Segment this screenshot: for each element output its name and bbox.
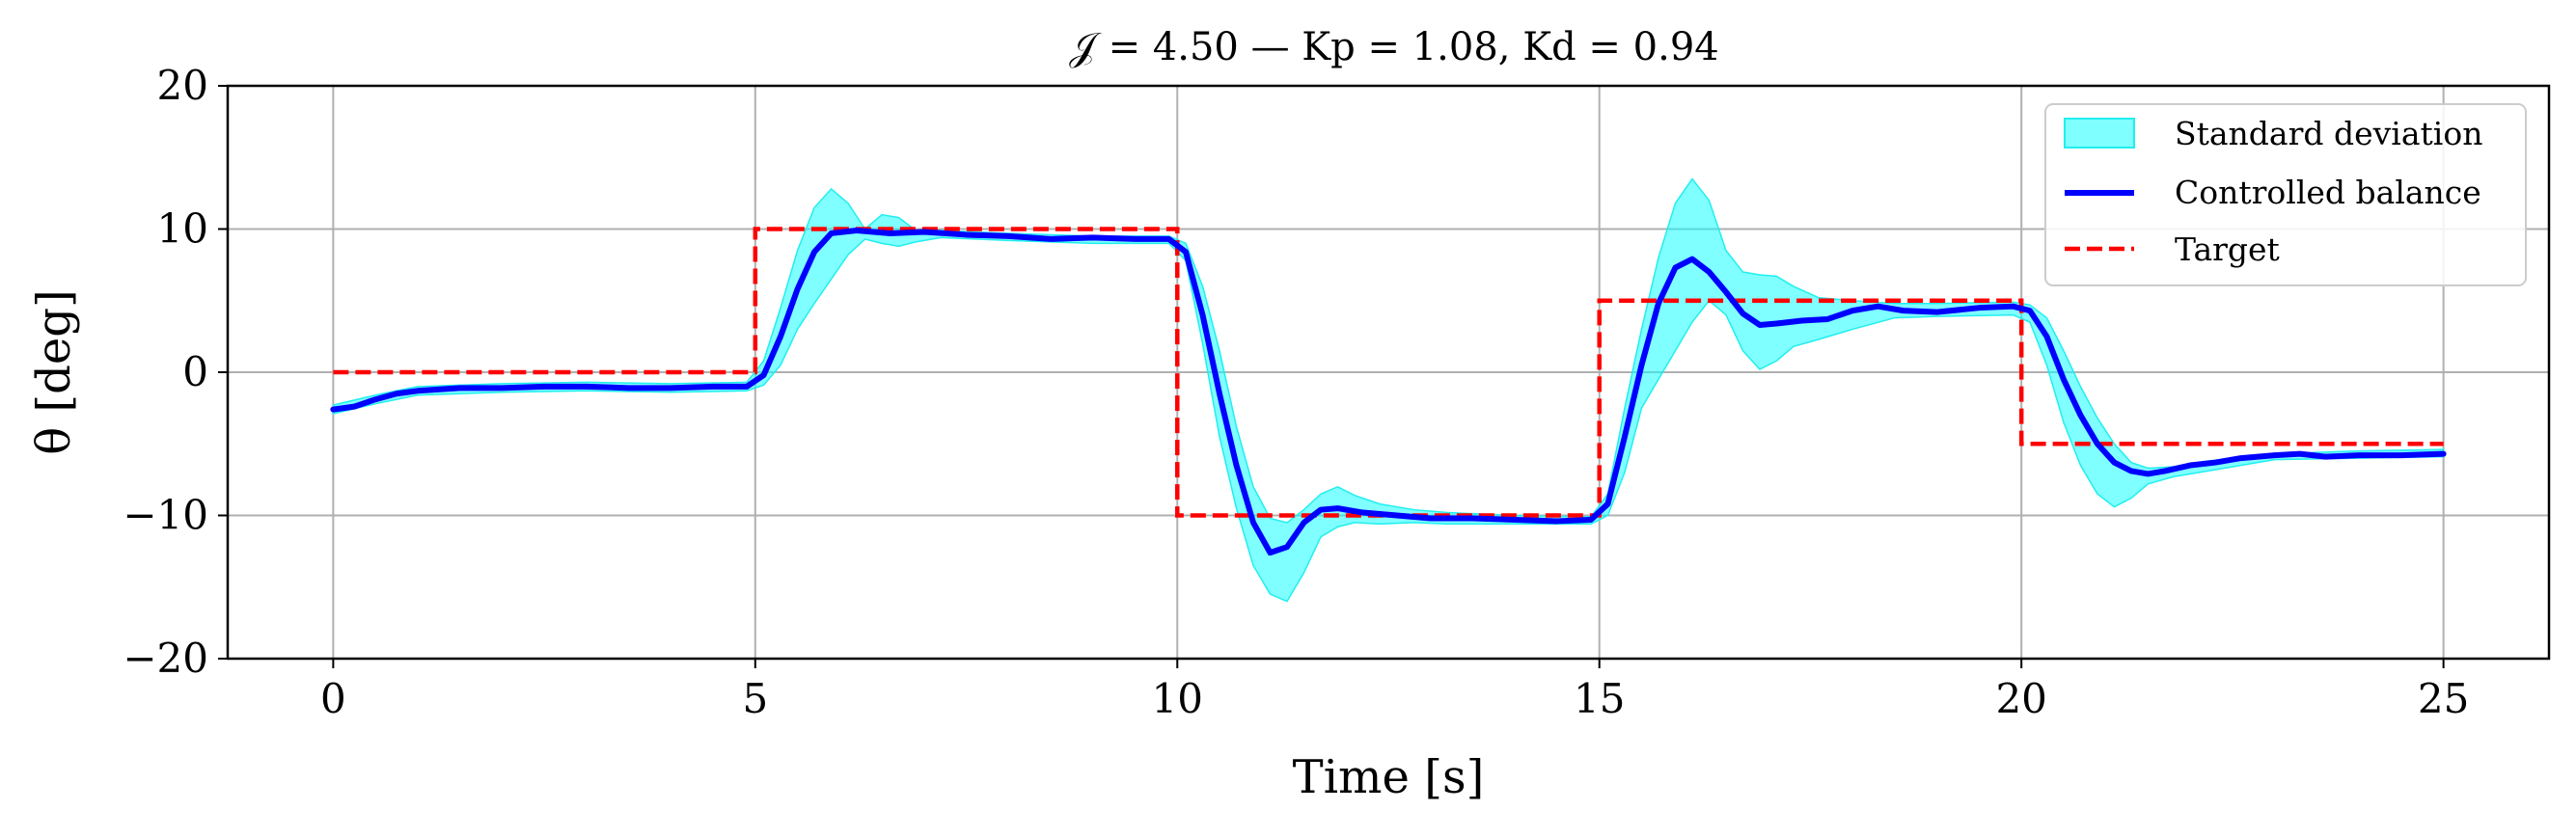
x-tick-label: 20 bbox=[1995, 675, 2046, 722]
chart-title: 𝒥 = 4.50 — Kp = 1.08, Kd = 0.94 bbox=[1069, 25, 1718, 69]
series-line-target bbox=[333, 227, 2444, 518]
y-tick-label: −10 bbox=[123, 492, 208, 539]
legend-swatch-std bbox=[2064, 118, 2135, 149]
x-tick-label: 0 bbox=[320, 675, 346, 722]
y-axis-label: θ [deg] bbox=[27, 289, 81, 454]
series-line-controlled-balance bbox=[330, 227, 2447, 556]
x-tick-label: 25 bbox=[2418, 675, 2469, 722]
legend-label-std: Standard deviation bbox=[2175, 115, 2482, 152]
legend-label-controlled: Controlled balance bbox=[2175, 174, 2481, 211]
x-tick-label: 5 bbox=[742, 675, 768, 722]
series-layer bbox=[330, 227, 2447, 556]
x-tick-label: 10 bbox=[1152, 675, 1203, 722]
legend-label-target: Target bbox=[2175, 230, 2280, 268]
y-tick-label: 0 bbox=[182, 348, 208, 395]
legend: Standard deviation Controlled balance Ta… bbox=[2044, 103, 2527, 286]
legend-box bbox=[2044, 103, 2527, 286]
y-tick-label: 10 bbox=[157, 205, 208, 253]
y-tick-label: 20 bbox=[157, 62, 208, 109]
axis-ticks: 0 5 10 15 20 25 −20 −10 0 10 20 bbox=[123, 62, 2469, 722]
x-axis-label: Time [s] bbox=[1293, 750, 1485, 804]
y-tick-label: −20 bbox=[123, 635, 208, 682]
x-tick-label: 15 bbox=[1574, 675, 1625, 722]
